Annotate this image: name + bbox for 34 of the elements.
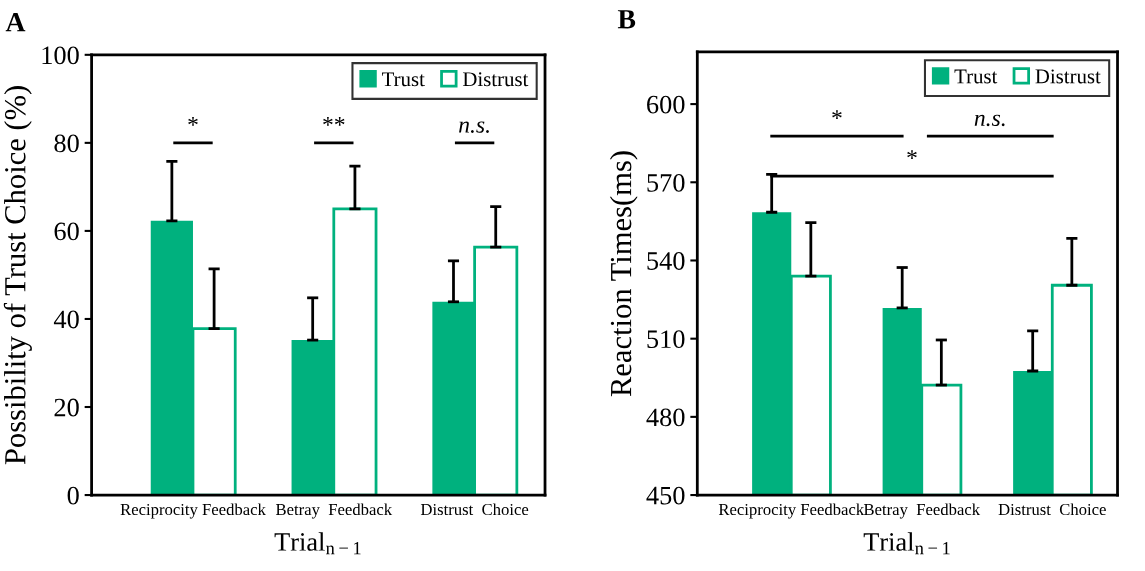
annotation: * [907, 150, 917, 159]
legend-label: Distrust [1035, 69, 1101, 84]
y-axis-title: Possibility of Trust Choice (%) [3, 86, 32, 465]
x-tick-label: Betray Feedback [275, 503, 393, 519]
y-tick-label: 540 [647, 252, 685, 270]
legend-label: Trust [382, 72, 425, 87]
x-tick-label: Reciprocity Feedback [120, 503, 266, 519]
y-tick-label: 450 [646, 486, 685, 505]
legend-label: Trust [954, 69, 998, 84]
annotation: n.s. [459, 121, 489, 133]
x-axis-title: Trial$_{n−1}$ [863, 532, 950, 555]
chart-title: B [617, 10, 636, 29]
y-tick-label: 40 [53, 310, 79, 329]
annotation: ** [323, 117, 345, 126]
y-tick-label: 600 [647, 95, 685, 114]
annotation: * [188, 117, 198, 126]
y-tick-label: 570 [647, 173, 685, 192]
x-tick-label: Betray Feedback [863, 503, 981, 519]
y-axis-title: Reaction Times(ms) [609, 151, 638, 397]
legend-label: Distrust [462, 72, 529, 87]
y-tick-label: 510 [647, 330, 685, 349]
x-tick-label: Distrust Choice [998, 503, 1106, 516]
y-tick-label: 100 [42, 46, 79, 65]
x-tick-label: Reciprocity Feedback [718, 503, 865, 519]
y-tick-label: 0 [67, 486, 79, 505]
y-tick-label: 80 [54, 134, 79, 153]
x-axis-title: Trial$_{n−1}$ [274, 532, 361, 555]
x-tick-label: Distrust Choice [420, 503, 529, 516]
annotation: * [832, 110, 842, 119]
y-tick-label: 480 [646, 408, 685, 427]
annotation: n.s. [974, 114, 1005, 127]
chart-title: A [5, 12, 26, 32]
y-tick-label: 60 [54, 222, 79, 241]
y-tick-label: 20 [54, 398, 79, 417]
